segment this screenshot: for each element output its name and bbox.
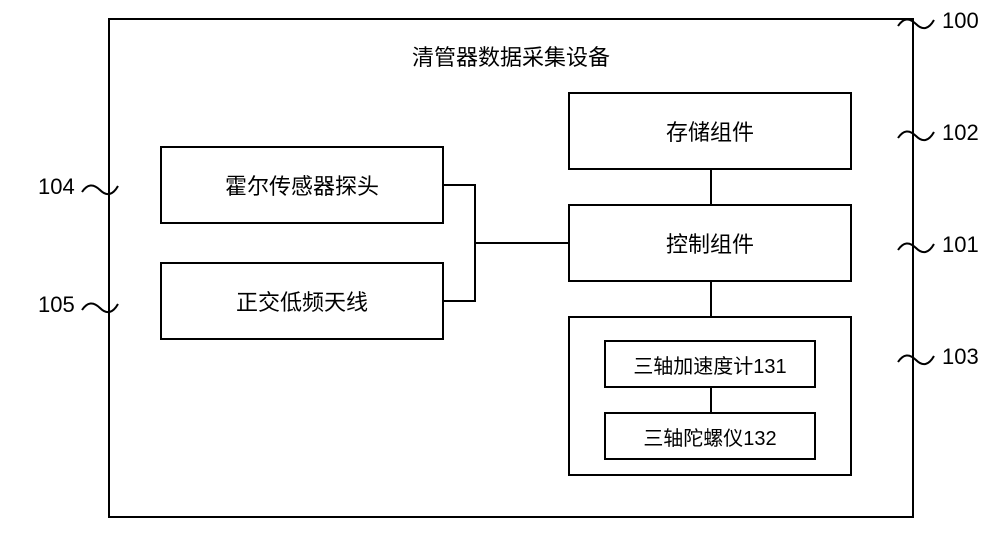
ref-100: 100: [942, 8, 979, 34]
connector-line: [444, 300, 474, 302]
box-storage: 存储组件: [568, 92, 852, 170]
squiggle-icon: [896, 236, 936, 256]
box-gyro: 三轴陀螺仪132: [604, 412, 816, 460]
connector-line: [474, 242, 568, 244]
box-hall-sensor: 霍尔传感器探头: [160, 146, 444, 224]
box-accel-label: 三轴加速度计131: [633, 350, 786, 379]
box-hall-label: 霍尔传感器探头: [225, 169, 379, 201]
connector-line: [444, 184, 474, 186]
diagram-title: 清管器数据采集设备: [108, 40, 914, 72]
box-antenna: 正交低频天线: [160, 262, 444, 340]
squiggle-icon: [80, 178, 120, 198]
box-gyro-label: 三轴陀螺仪132: [643, 422, 776, 451]
squiggle-icon: [896, 124, 936, 144]
box-control: 控制组件: [568, 204, 852, 282]
ref-101: 101: [942, 232, 979, 258]
squiggle-icon: [896, 12, 936, 32]
ref-103: 103: [942, 344, 979, 370]
connector-line: [710, 170, 712, 204]
box-control-label: 控制组件: [666, 227, 754, 259]
ref-102: 102: [942, 120, 979, 146]
squiggle-icon: [80, 296, 120, 316]
ref-104: 104: [38, 174, 75, 200]
diagram-canvas: 清管器数据采集设备 霍尔传感器探头 正交低频天线 存储组件 控制组件 三轴加速度…: [0, 0, 1000, 541]
connector-line: [710, 388, 712, 412]
ref-105: 105: [38, 292, 75, 318]
box-antenna-label: 正交低频天线: [236, 285, 368, 317]
connector-line: [710, 282, 712, 316]
box-storage-label: 存储组件: [666, 115, 754, 147]
squiggle-icon: [896, 348, 936, 368]
box-accel: 三轴加速度计131: [604, 340, 816, 388]
